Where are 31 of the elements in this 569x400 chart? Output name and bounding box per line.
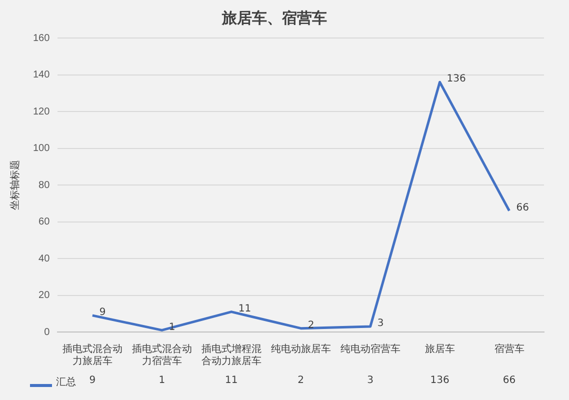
data-label: 136 (430, 375, 450, 386)
y-tick-label: 0 (44, 326, 50, 338)
text: 3 (377, 318, 384, 330)
data-label: 2 (298, 375, 304, 386)
y-tick-label: 20 (38, 290, 50, 301)
data-label: 66 (502, 375, 516, 386)
y-tick-label: 60 (38, 216, 50, 228)
y-tick-label: 140 (32, 70, 50, 80)
x-tick-label: 纯电动旅居车 (270, 342, 331, 355)
x-tick-label: 宿营车 (494, 342, 524, 355)
y-tick-label: 120 (32, 106, 50, 118)
legend-label: 汇总 (55, 376, 76, 389)
x-tick-label: 插电式混合动力旅居车 (62, 342, 122, 367)
y-tick-label: 40 (38, 253, 50, 264)
x-tick-label: 插电式增程混合动力旅居车 (201, 342, 262, 367)
y-axis-title: 坐标轴标题 (8, 160, 21, 210)
text: 11 (238, 303, 252, 314)
data-label: 11 (224, 375, 238, 386)
x-tick-label: 旅居车 (424, 342, 455, 355)
x-tick-label: 插电式混合动力宿营车 (132, 342, 192, 367)
text: 9 (99, 307, 106, 318)
y-tick-label: 80 (38, 180, 50, 191)
chart-title: 旅居车、宿营车 (221, 8, 327, 27)
y-tick-label: 100 (32, 143, 50, 154)
data-label: 9 (89, 375, 96, 386)
text: 136 (446, 74, 466, 85)
data-label: 1 (158, 375, 166, 386)
data-label: 3 (367, 375, 374, 386)
y-tick-label: 160 (32, 32, 50, 44)
x-tick-label: 纯电动宿营车 (340, 342, 400, 355)
text: 66 (516, 202, 529, 214)
